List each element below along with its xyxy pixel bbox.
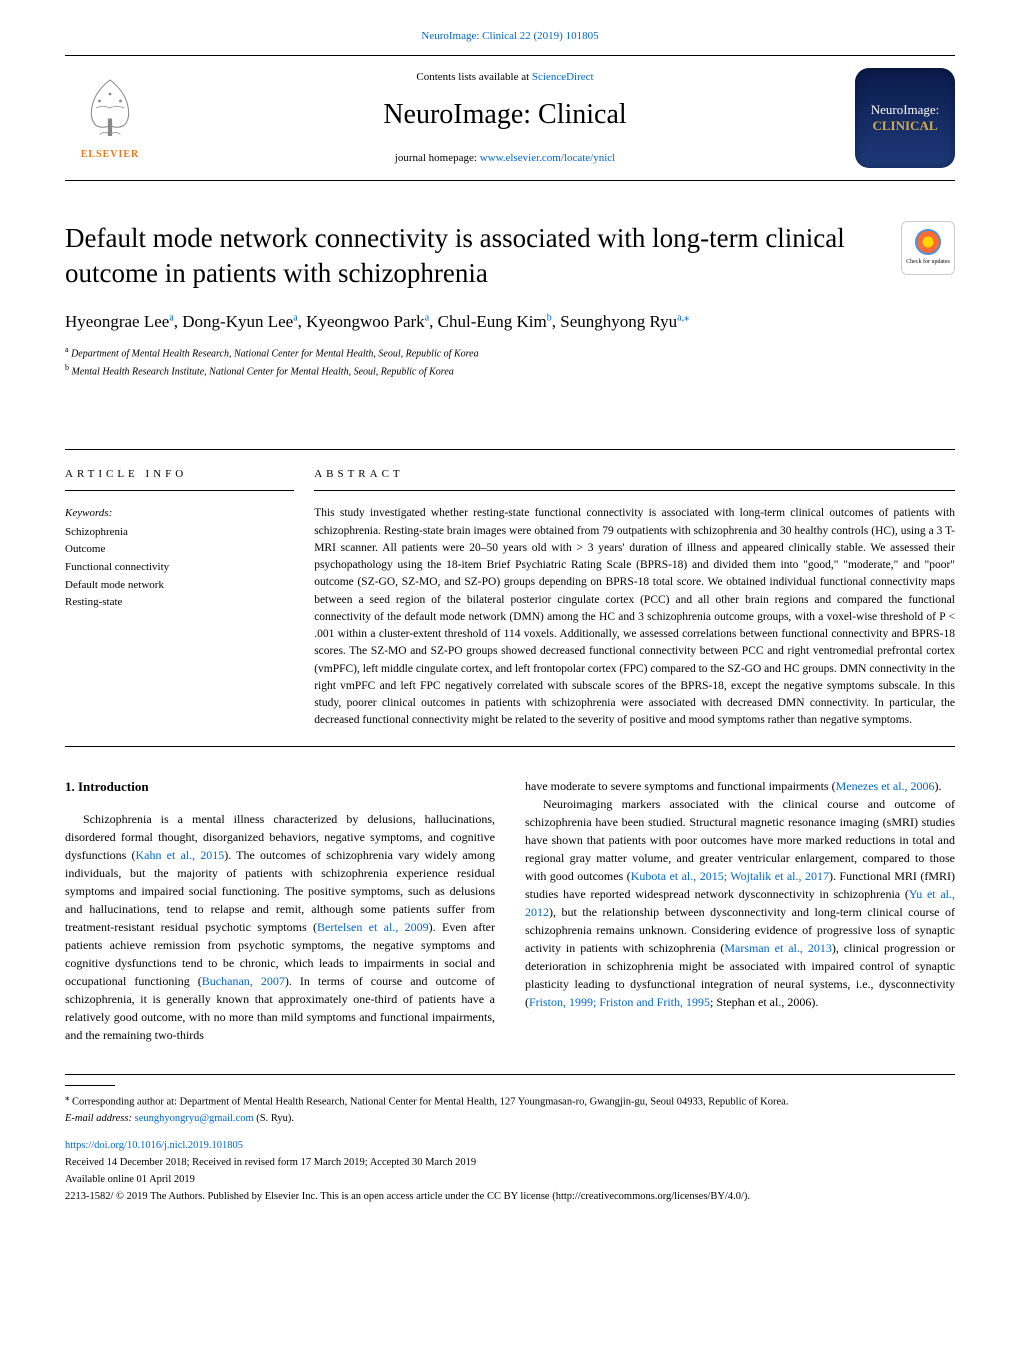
crossmark-icon (915, 229, 941, 255)
email-line: E-mail address: seunghyongryu@gmail.com … (65, 1111, 955, 1128)
body-content: 1. Introduction Schizophrenia is a menta… (65, 777, 955, 1045)
corresponding-author: ⁎ Corresponding author at: Department of… (65, 1090, 955, 1111)
section-heading: 1. Introduction (65, 777, 495, 797)
keywords-label: Keywords: (65, 505, 294, 522)
elsevier-logo: ELSEVIER (65, 68, 155, 168)
body-paragraph: Schizophrenia is a mental illness charac… (65, 810, 495, 1044)
elsevier-text: ELSEVIER (81, 147, 140, 162)
top-citation: NeuroImage: Clinical 22 (2019) 101805 (0, 0, 1020, 55)
footer: ⁎ Corresponding author at: Department of… (65, 1074, 955, 1205)
header-center: Contents lists available at ScienceDirec… (155, 69, 855, 166)
sciencedirect-link[interactable]: ScienceDirect (532, 71, 594, 83)
keywords-list: SchizophreniaOutcomeFunctional connectiv… (65, 524, 294, 612)
citation-link[interactable]: NeuroImage: Clinical 22 (2019) 101805 (421, 30, 598, 42)
homepage-link[interactable]: www.elsevier.com/locate/ynicl (480, 152, 616, 164)
abstract-text: This study investigated whether resting-… (314, 505, 955, 729)
elsevier-tree-icon (75, 73, 145, 143)
body-paragraph: Neuroimaging markers associated with the… (525, 795, 955, 1011)
body-column-left: 1. Introduction Schizophrenia is a menta… (65, 777, 495, 1045)
journal-cover-icon: NeuroImage: CLINICAL (855, 68, 955, 168)
info-abstract-row: ARTICLE INFO Keywords: SchizophreniaOutc… (65, 449, 955, 747)
body-column-right: have moderate to severe symptoms and fun… (525, 777, 955, 1045)
journal-header: ELSEVIER Contents lists available at Sci… (65, 55, 955, 181)
contents-line: Contents lists available at ScienceDirec… (155, 69, 855, 86)
copyright: 2213-1582/ © 2019 The Authors. Published… (65, 1189, 955, 1206)
abstract-header: ABSTRACT (314, 466, 955, 492)
homepage-line: journal homepage: www.elsevier.com/locat… (155, 150, 855, 167)
email-link[interactable]: seunghyongryu@gmail.com (135, 1113, 254, 1124)
abstract: ABSTRACT This study investigated whether… (314, 466, 955, 730)
journal-name: NeuroImage: Clinical (155, 94, 855, 136)
received-dates: Received 14 December 2018; Received in r… (65, 1155, 955, 1172)
article-title: Default mode network connectivity is ass… (65, 221, 901, 291)
doi-link[interactable]: https://doi.org/10.1016/j.nicl.2019.1018… (65, 1138, 955, 1155)
authors-line: Hyeongrae Leea, Dong-Kyun Leea, Kyeongwo… (65, 309, 955, 335)
available-date: Available online 01 April 2019 (65, 1172, 955, 1189)
affiliations: a Department of Mental Health Research, … (65, 344, 955, 379)
check-updates-button[interactable]: Check for updates (901, 221, 955, 275)
article-info-header: ARTICLE INFO (65, 466, 294, 492)
article-info: ARTICLE INFO Keywords: SchizophreniaOutc… (65, 466, 314, 730)
body-paragraph: have moderate to severe symptoms and fun… (525, 777, 955, 795)
article-header: Default mode network connectivity is ass… (65, 181, 955, 379)
